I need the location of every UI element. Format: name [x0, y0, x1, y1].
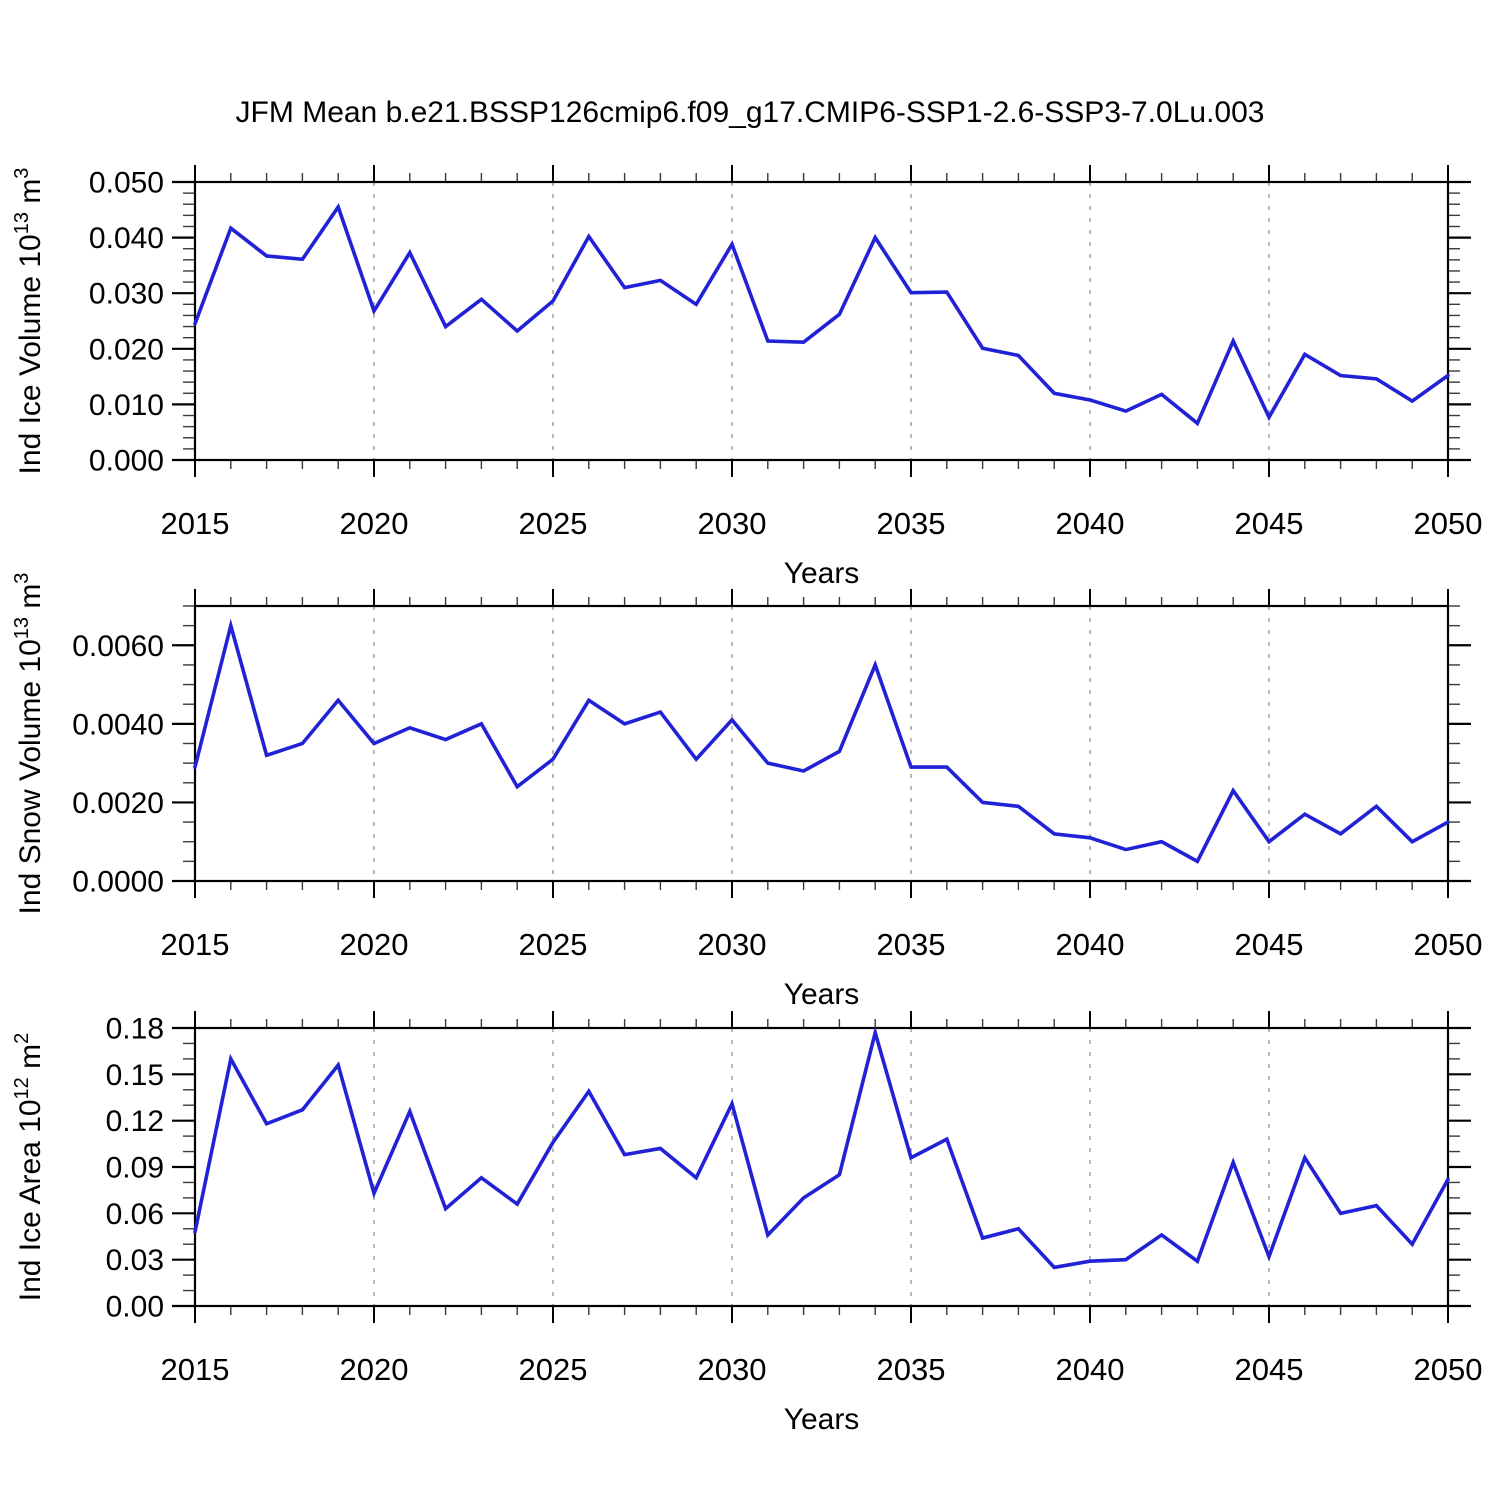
y-tick-label: 0.050 — [89, 167, 164, 200]
y-tick-label: 0.18 — [106, 1013, 164, 1046]
x-tick-label: 2040 — [1056, 1352, 1125, 1387]
x-tick-label: 2045 — [1235, 506, 1304, 541]
panel-ice-area: 0.00 0.03 0.06 0.09 0.12 0.15 0.18 2015 2020 2025… — [11, 1011, 1482, 1436]
y-tick-label: 0.12 — [106, 1105, 164, 1138]
x-ticks — [194, 589, 1449, 898]
y-tick-label: 0.000 — [89, 445, 164, 478]
x-tick-label: 2025 — [519, 1352, 588, 1387]
x-tick-label: 2035 — [877, 506, 946, 541]
y-tick-label: 0.020 — [89, 333, 164, 366]
plot-frame — [193, 180, 1450, 462]
x-tick-label: 2035 — [877, 1352, 946, 1387]
y-tick-label: 0.09 — [106, 1152, 164, 1185]
y-tick-label: 0.0040 — [72, 708, 164, 741]
x-tick-label: 2050 — [1414, 1352, 1483, 1387]
x-tick-label: 2020 — [340, 927, 409, 962]
x-tick-label: 2020 — [340, 506, 409, 541]
x-tick-labels: 2015 2020 2025 2030 2035 2040 2045 2050 — [161, 927, 1483, 962]
x-tick-label: 2015 — [161, 506, 230, 541]
x-tick-label: 2040 — [1056, 927, 1125, 962]
y-ticks — [172, 1026, 1471, 1308]
y-ticks — [172, 180, 1471, 462]
y-tick-labels: 0.0000 0.0020 0.0040 0.0060 — [72, 630, 164, 899]
x-tick-label: 2025 — [519, 506, 588, 541]
x-tick-label: 2045 — [1235, 927, 1304, 962]
plot-frame — [193, 604, 1450, 883]
y-tick-label: 0.030 — [89, 278, 164, 311]
gridlines — [373, 1028, 1270, 1306]
series-line-snow-volume — [193, 618, 1450, 864]
plot-frame — [193, 1026, 1450, 1308]
series-line-ice-volume — [193, 203, 1450, 427]
y-axis-title: Ind Ice Volume 1013 m3 — [11, 168, 47, 475]
x-tick-label: 2050 — [1414, 927, 1483, 962]
x-tick-label: 2045 — [1235, 1352, 1304, 1387]
x-ticks — [194, 165, 1449, 477]
x-tick-label: 2015 — [161, 927, 230, 962]
x-tick-label: 2015 — [161, 1352, 230, 1387]
y-axis-title: Ind Snow Volume 1013 m3 — [11, 573, 47, 915]
y-tick-labels: 0.00 0.03 0.06 0.09 0.12 0.15 0.18 — [106, 1013, 164, 1324]
y-ticks — [172, 605, 1471, 883]
x-tick-label: 2025 — [519, 927, 588, 962]
x-tick-labels: 2015 2020 2025 2030 2035 2040 2045 2050 — [161, 1352, 1483, 1387]
y-tick-label: 0.0000 — [72, 866, 164, 899]
y-tick-label: 0.0060 — [72, 630, 164, 663]
x-tick-label: 2035 — [877, 927, 946, 962]
x-axis-title: Years — [784, 557, 860, 590]
x-tick-label: 2030 — [698, 1352, 767, 1387]
panel-snow-volume: 0.0000 0.0020 0.0040 0.0060 2015 2020 2025 2030… — [11, 573, 1482, 1011]
y-tick-label: 0.15 — [106, 1059, 164, 1092]
x-tick-label: 2040 — [1056, 506, 1125, 541]
y-tick-label: 0.040 — [89, 222, 164, 255]
y-tick-label: 0.00 — [106, 1291, 164, 1324]
figure-title: JFM Mean b.e21.BSSP126cmip6.f09_g17.CMIP… — [235, 96, 1265, 129]
series-line-ice-area — [193, 1025, 1450, 1270]
y-tick-labels: 0.000 0.010 0.020 0.030 0.040 0.050 — [89, 167, 164, 478]
y-tick-label: 0.010 — [89, 389, 164, 422]
y-tick-label: 0.06 — [106, 1198, 164, 1231]
x-axis-title: Years — [784, 1403, 860, 1436]
x-tick-label: 2030 — [698, 506, 767, 541]
x-axis-title: Years — [784, 978, 860, 1011]
x-tick-labels: 2015 2020 2025 2030 2035 2040 2045 2050 — [161, 506, 1483, 541]
y-tick-label: 0.0020 — [72, 787, 164, 820]
y-tick-label: 0.03 — [106, 1244, 164, 1277]
gridlines — [373, 606, 1270, 881]
x-tick-label: 2050 — [1414, 506, 1483, 541]
x-tick-label: 2020 — [340, 1352, 409, 1387]
x-tick-label: 2030 — [698, 927, 767, 962]
y-axis-title: Ind Ice Area 1012 m2 — [11, 1033, 47, 1302]
x-ticks — [194, 1011, 1449, 1323]
